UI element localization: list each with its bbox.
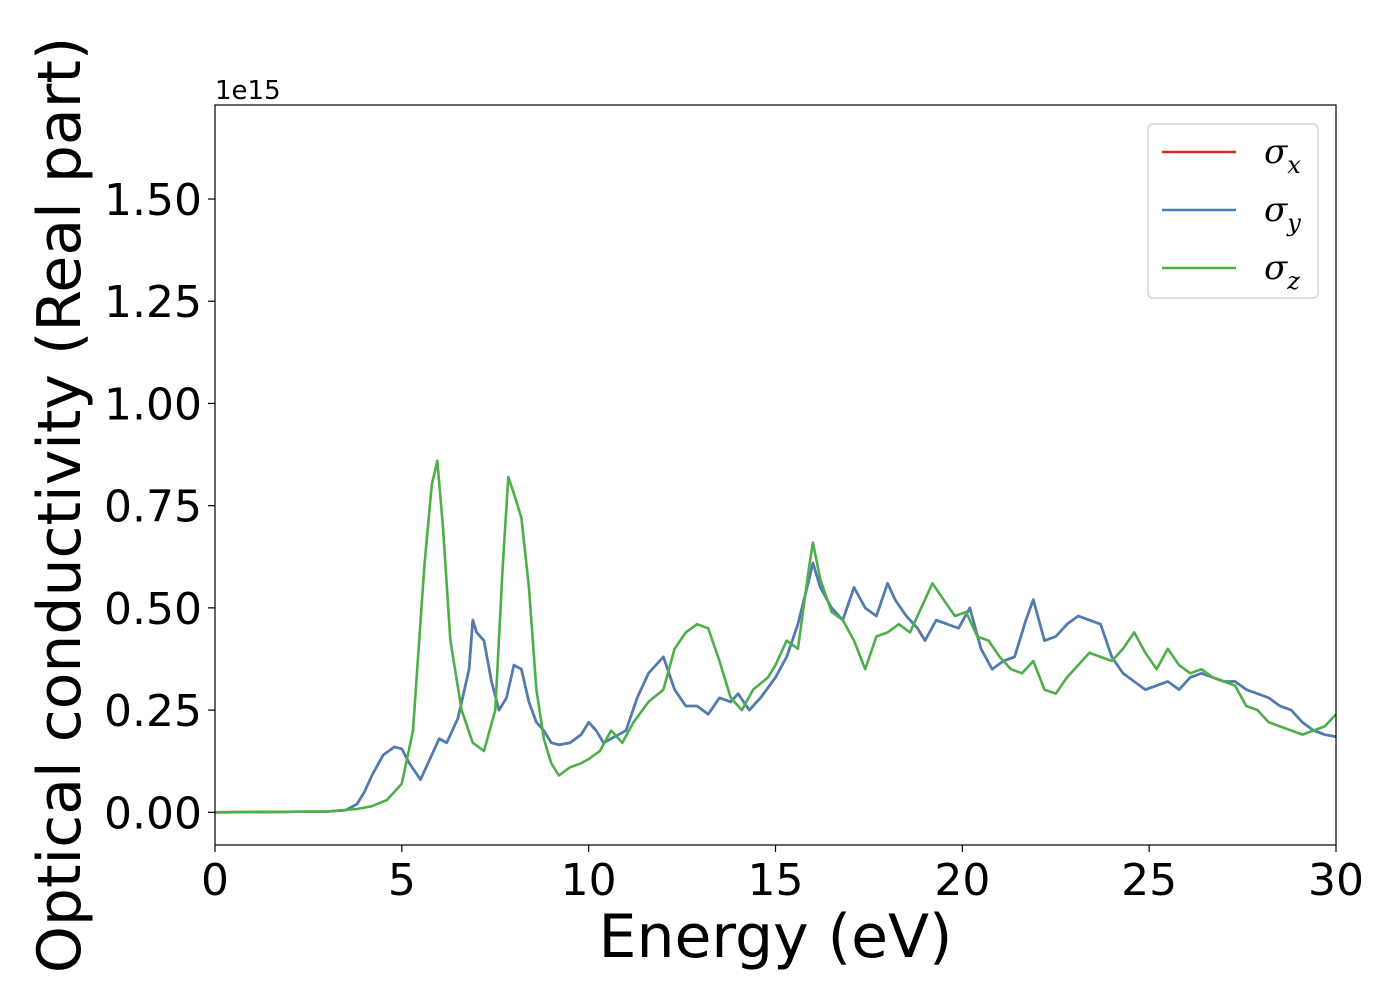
plot-lines — [215, 459, 1336, 814]
x-axis-ticks: 0 5 10 15 20 25 30 — [201, 845, 1364, 906]
y-tick-label: 1.50 — [104, 175, 202, 226]
y-tick-label: 1.25 — [104, 277, 202, 328]
x-tick-label: 20 — [934, 855, 990, 906]
y-axis-offset-label: 1e15 — [215, 76, 281, 106]
x-tick-label: 25 — [1121, 855, 1177, 906]
series-line-sigma-z — [215, 459, 1336, 814]
x-tick-label: 30 — [1308, 855, 1364, 906]
series-line-sigma-y — [215, 561, 1336, 814]
y-tick-label: 0.00 — [104, 788, 202, 839]
y-tick-label: 0.75 — [104, 482, 202, 533]
x-tick-label: 5 — [388, 855, 416, 906]
x-tick-label: 10 — [561, 855, 617, 906]
y-axis-label: Optical conductivity (Real part) — [25, 37, 95, 974]
y-tick-label: 0.25 — [104, 686, 202, 737]
y-axis-ticks: 0.00 0.25 0.50 0.75 1.00 1.25 1.50 — [104, 175, 215, 839]
x-tick-label: 15 — [748, 855, 804, 906]
y-tick-label: 1.00 — [104, 379, 202, 430]
y-tick-label: 0.50 — [104, 584, 202, 635]
x-tick-label: 0 — [201, 855, 229, 906]
x-axis-label: Energy (eV) — [599, 902, 953, 972]
